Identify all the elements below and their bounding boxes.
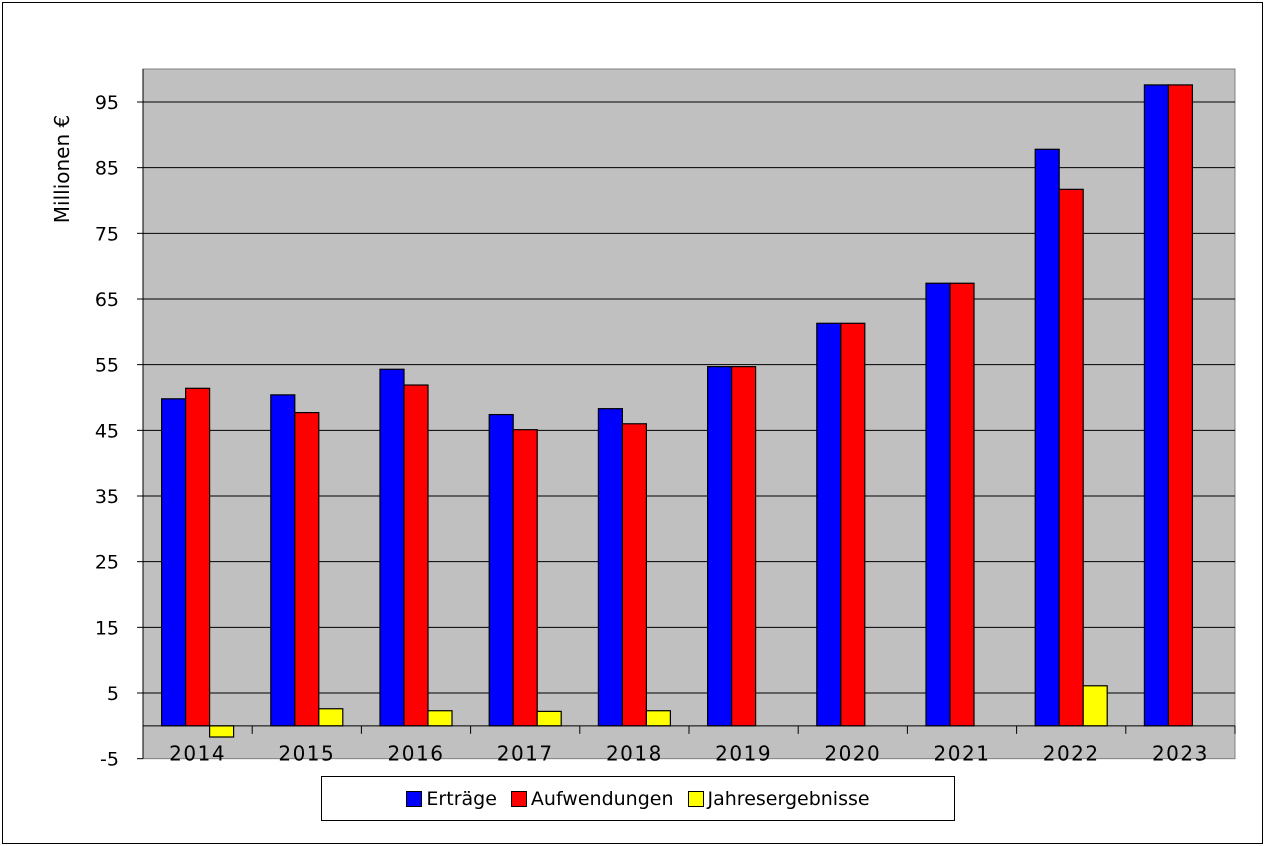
- y-tick-label: 95: [95, 92, 119, 114]
- bar-jahresergebnisse-2017: [536, 710, 562, 727]
- bar-ertrge-2019: [706, 366, 733, 727]
- y-tick-label: 65: [95, 289, 119, 311]
- legend-item-aufwendungen: Aufwendungen: [510, 787, 674, 810]
- bar-ertrge-2022: [1034, 148, 1060, 727]
- x-tick-label: 2021: [934, 742, 991, 766]
- x-tick-label: 2017: [497, 742, 554, 766]
- legend-swatch-jahresergebnisse: [687, 790, 704, 807]
- bar-jahresergebnisse-2018: [645, 710, 672, 727]
- y-tick-label: 45: [95, 420, 119, 442]
- x-tick-label: 2016: [388, 742, 445, 766]
- bar-ertrge-2020: [816, 322, 842, 727]
- bar-ertrge-2023: [1143, 84, 1170, 727]
- x-tick-label: 2015: [278, 742, 335, 766]
- bar-jahresergebnisse-2022: [1082, 685, 1108, 727]
- bar-aufwendungen-2019: [730, 366, 757, 727]
- bar-aufwendungen-2014: [185, 387, 211, 727]
- legend: Erträge Aufwendungen Jahresergebnisse: [321, 776, 955, 821]
- legend-label-aufwendungen: Aufwendungen: [530, 787, 674, 810]
- y-tick-label: 15: [95, 617, 119, 639]
- bar-ertrge-2016: [379, 368, 405, 727]
- y-tick-label: 75: [95, 223, 119, 245]
- y-tick-label: 35: [95, 486, 119, 508]
- y-tick-label: -5: [100, 749, 119, 771]
- legend-label-ertraege: Erträge: [426, 787, 497, 810]
- x-tick-label: 2023: [1152, 742, 1209, 766]
- bar-aufwendungen-2015: [294, 412, 320, 727]
- axes: [137, 69, 1236, 760]
- y-axis-label: Millionen €: [50, 115, 74, 223]
- bar-ertrge-2021: [925, 282, 951, 727]
- x-tick-label: 2014: [169, 742, 226, 766]
- bar-jahresergebnisse-2015: [318, 708, 344, 727]
- bar-ertrge-2015: [270, 394, 296, 727]
- bar-aufwendungen-2016: [403, 384, 429, 727]
- y-tick-label: 85: [95, 158, 119, 180]
- bar-aufwendungen-2022: [1058, 188, 1084, 727]
- x-tick-label: 2019: [715, 742, 772, 766]
- legend-swatch-aufwendungen: [510, 790, 527, 807]
- bar-ertrge-2018: [597, 408, 624, 727]
- legend-swatch-ertraege: [406, 790, 423, 807]
- x-tick-label: 2020: [824, 742, 881, 766]
- bar-jahresergebnisse-2016: [427, 710, 453, 727]
- bar-aufwendungen-2023: [1167, 84, 1194, 727]
- bar-aufwendungen-2021: [949, 282, 975, 727]
- x-tick-labels: 2014 2015 2016 2017 2018 2019 2020 2021 2022 2023: [169, 742, 1209, 766]
- legend-item-jahresergebnisse: Jahresergebnisse: [687, 787, 870, 810]
- x-tick-label: 2018: [606, 742, 663, 766]
- x-tick-label: 2022: [1043, 742, 1100, 766]
- bar-ertrge-2014: [161, 398, 187, 727]
- bar-aufwendungen-2020: [840, 322, 866, 727]
- y-tick-label: 25: [95, 552, 119, 574]
- bar-jahresergebnisse-2014: [209, 725, 235, 738]
- legend-item-ertraege: Erträge: [406, 787, 497, 810]
- y-tick-labels: -5 5 15 25 35 45 55 65 75 85 95: [95, 92, 119, 771]
- bar-aufwendungen-2017: [512, 429, 538, 727]
- y-tick-label: 5: [107, 683, 119, 705]
- legend-label-jahresergebnisse: Jahresergebnisse: [707, 787, 870, 810]
- bar-ertrge-2017: [488, 413, 514, 727]
- bar-aufwendungen-2018: [621, 423, 648, 727]
- y-tick-label: 55: [95, 355, 119, 377]
